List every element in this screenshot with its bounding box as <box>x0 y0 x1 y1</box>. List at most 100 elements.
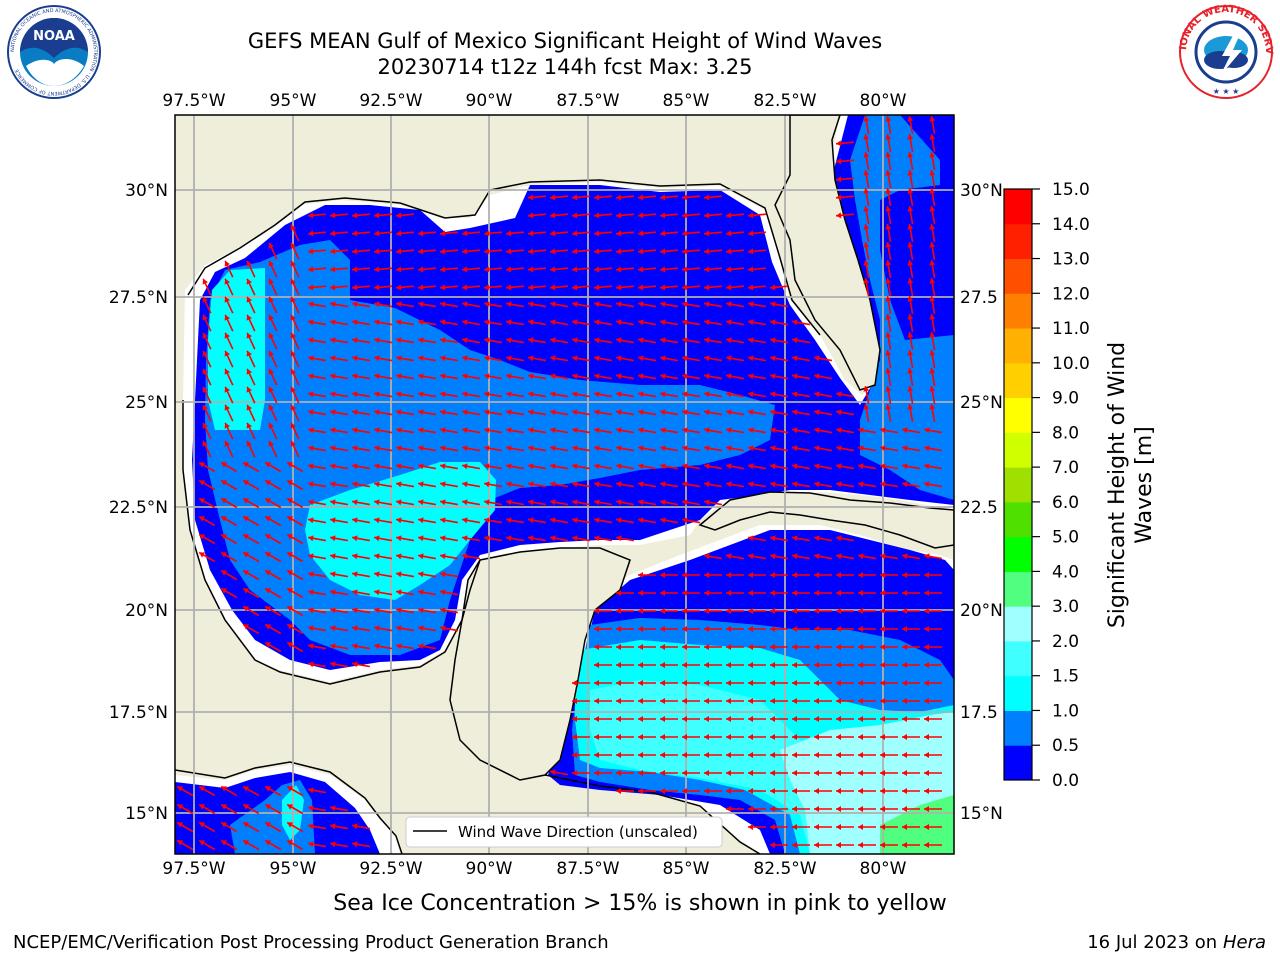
wave-direction-arrow <box>681 337 701 344</box>
wave-direction-arrow <box>527 409 547 416</box>
wave-direction-arrow <box>329 805 349 812</box>
wave-direction-arrow <box>681 427 701 434</box>
wave-direction-arrow <box>202 404 212 422</box>
wave-direction-arrow <box>660 680 678 686</box>
wave-direction-arrow <box>439 463 459 470</box>
colorbar-tick-label: 6.0 <box>1052 493 1079 513</box>
wave-direction-arrow <box>395 391 415 398</box>
wave-direction-arrow <box>268 296 278 314</box>
yucatan-peninsula <box>449 547 631 781</box>
wave-direction-arrow <box>769 284 789 291</box>
wave-direction-arrow <box>769 553 789 560</box>
wave-direction-arrow <box>791 319 811 326</box>
wave-direction-arrow <box>224 350 234 368</box>
wave-direction-arrow <box>307 248 327 255</box>
wave-direction-arrow <box>770 662 788 668</box>
wave-direction-arrow <box>659 481 679 488</box>
wave-direction-arrow <box>885 331 892 351</box>
longitude-label: 97.5°W <box>162 91 225 111</box>
wave-direction-arrow <box>857 463 877 470</box>
wave-direction-arrow <box>461 319 481 326</box>
wave-direction-arrow <box>242 839 260 851</box>
wave-direction-arrow <box>616 770 634 776</box>
wave-direction-arrow <box>792 806 810 812</box>
wave-direction-arrow <box>329 319 349 326</box>
wave-direction-arrow <box>417 625 437 632</box>
wave-direction-arrow <box>748 824 766 830</box>
wave-direction-arrow <box>198 515 216 527</box>
wave-direction-arrow <box>857 553 877 560</box>
wave-direction-arrow <box>638 608 656 614</box>
wave-direction-arrow <box>224 368 234 386</box>
wave-direction-arrow <box>813 481 833 488</box>
wave-direction-arrow <box>792 698 810 704</box>
wave-direction-arrow <box>637 319 657 326</box>
wave-direction-arrow <box>264 551 282 563</box>
wave-direction-arrow <box>704 734 722 740</box>
run-date-text: 16 Jul 2023 on <box>1087 932 1223 953</box>
wave-direction-arrow <box>264 605 282 617</box>
wave-direction-arrow <box>505 248 525 255</box>
latitude-label: 22.5 <box>960 498 998 518</box>
wave-direction-arrow <box>439 337 459 344</box>
wave-direction-arrow <box>246 278 256 296</box>
wave-direction-arrow <box>703 427 723 434</box>
longitude-label: 92.5°W <box>359 91 422 111</box>
wave-direction-arrow <box>571 535 591 542</box>
latitude-label: 30°N <box>960 181 1003 201</box>
wave-direction-arrow <box>836 626 854 632</box>
wave-direction-arrow <box>863 169 870 189</box>
wave-direction-arrow <box>220 515 238 527</box>
wave-direction-arrow <box>858 662 876 668</box>
wave-direction-arrow <box>242 605 260 617</box>
wave-direction-arrow <box>907 277 914 297</box>
wave-direction-arrow <box>863 205 870 225</box>
wave-direction-arrow <box>220 839 238 851</box>
wave-direction-arrow <box>885 241 892 261</box>
wave-direction-arrow <box>290 260 300 278</box>
wave-direction-arrow <box>373 284 393 291</box>
wave-direction-arrow <box>242 533 260 545</box>
wave-direction-arrow <box>885 367 892 387</box>
wave-direction-arrow <box>417 553 437 560</box>
colorbar-tick-label: 8.0 <box>1052 423 1079 443</box>
wave-direction-arrow <box>220 803 238 815</box>
wave-direction-arrow <box>836 770 854 776</box>
longitude-label: 87.5°W <box>556 91 619 111</box>
wave-direction-arrow <box>770 806 788 812</box>
wave-direction-arrow <box>682 644 700 650</box>
wave-direction-arrow <box>351 284 371 291</box>
wave-direction-arrow <box>329 661 349 668</box>
wave-direction-arrow <box>929 187 936 207</box>
wave-direction-arrow <box>682 680 700 686</box>
wave-direction-arrow <box>549 427 569 434</box>
wave-direction-arrow <box>268 332 278 350</box>
wave-direction-arrow <box>769 337 789 344</box>
wave-direction-arrow <box>880 590 898 596</box>
wave-direction-arrow <box>902 662 920 668</box>
wave-direction-arrow <box>726 680 744 686</box>
wave-direction-arrow <box>268 314 278 332</box>
wave-direction-arrow <box>770 788 788 794</box>
wave-height-colorbar <box>1004 189 1032 781</box>
wave-direction-arrow <box>902 626 920 632</box>
wave-direction-arrow <box>814 842 832 848</box>
wave-direction-arrow <box>329 841 349 848</box>
florida-peninsula <box>774 115 881 391</box>
wave-direction-arrow <box>748 770 766 776</box>
wave-direction-arrow <box>329 445 349 452</box>
wave-direction-arrow <box>703 499 723 506</box>
wave-direction-arrow <box>483 373 503 380</box>
wave-direction-arrow <box>264 587 282 599</box>
wave-direction-arrow <box>505 355 525 362</box>
wave-direction-arrow <box>929 151 936 171</box>
wave-direction-arrow <box>813 409 833 416</box>
wave-direction-arrow <box>681 319 701 326</box>
wave-direction-arrow <box>885 169 892 189</box>
longitude-label: 92.5°W <box>359 859 422 879</box>
wave-direction-arrow <box>659 284 679 291</box>
wave-direction-arrow <box>747 409 767 416</box>
wave-direction-arrow <box>703 230 723 237</box>
wave-direction-arrow <box>483 266 503 273</box>
wave-direction-arrow <box>792 842 810 848</box>
